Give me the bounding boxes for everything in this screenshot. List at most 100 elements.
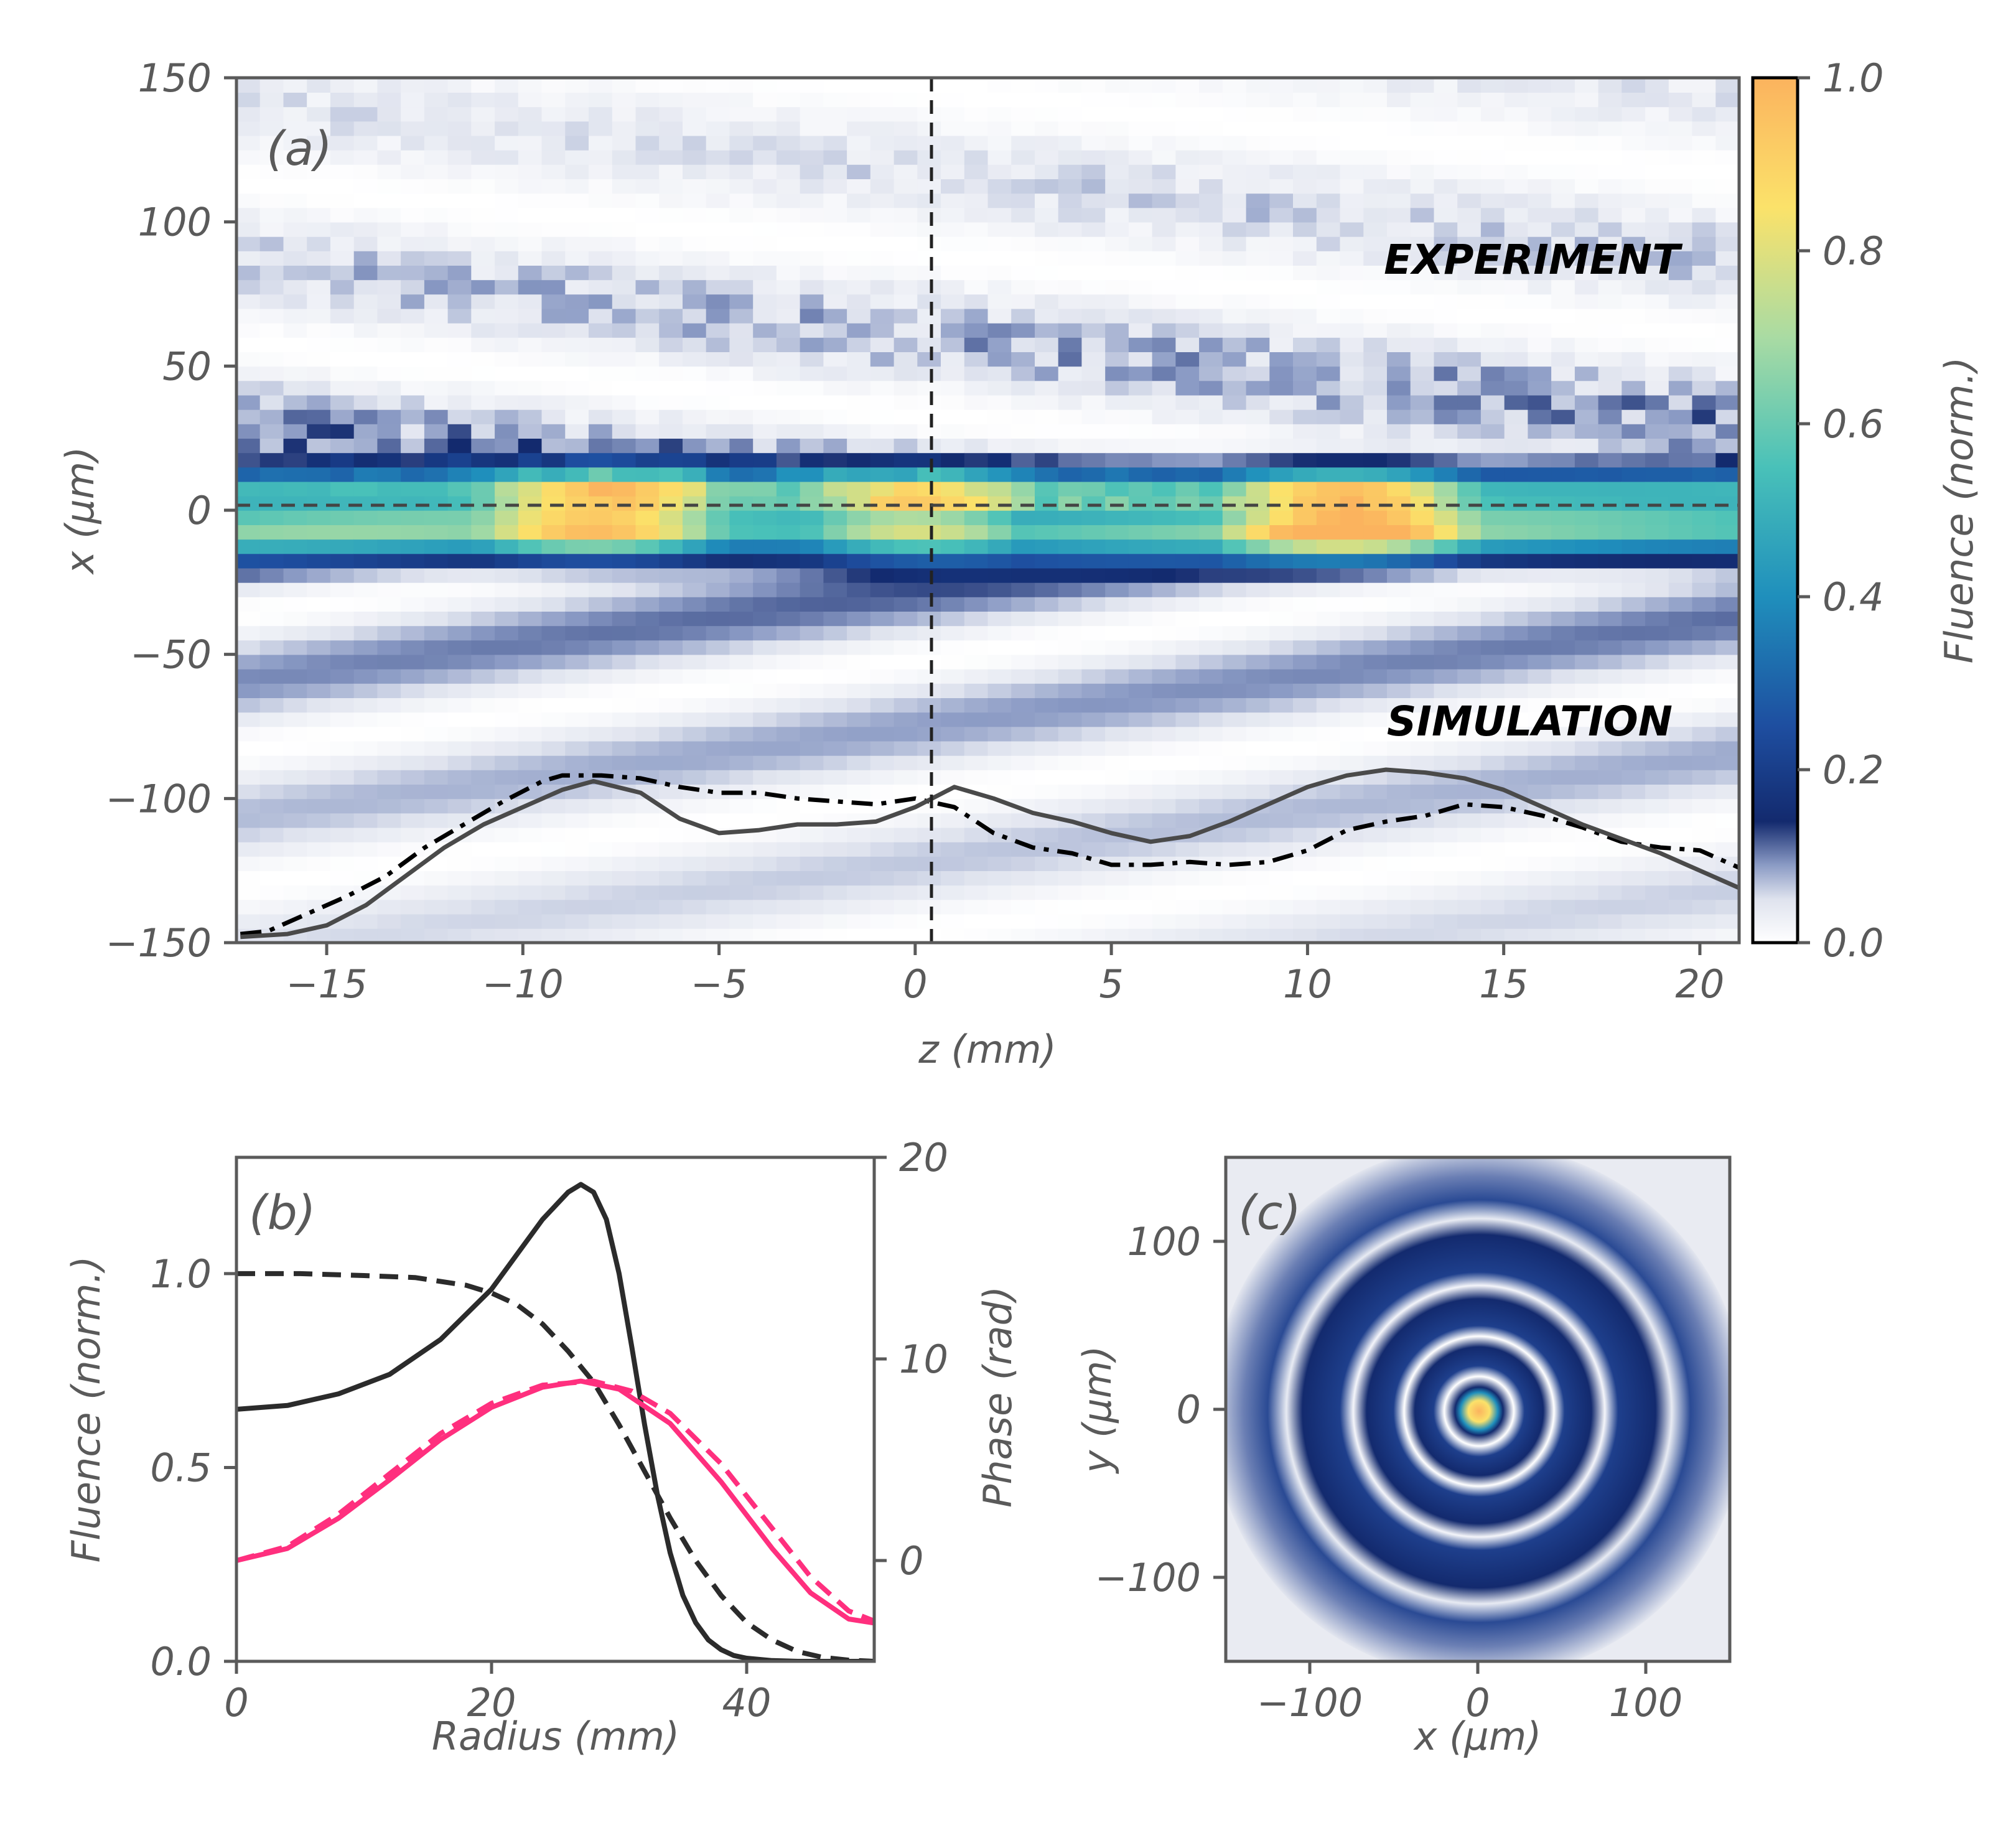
heatmap-cell bbox=[1058, 78, 1083, 93]
heatmap-cell bbox=[1293, 294, 1317, 309]
heatmap-cell bbox=[1105, 452, 1129, 468]
heatmap-cell bbox=[1035, 668, 1059, 684]
heatmap-cell bbox=[236, 856, 261, 871]
heatmap-cell bbox=[847, 553, 871, 569]
heatmap-cell bbox=[1715, 841, 1739, 857]
heatmap-cell bbox=[1246, 352, 1271, 367]
heatmap-cell bbox=[776, 279, 801, 295]
heatmap-cell bbox=[471, 582, 495, 597]
heatmap-cell bbox=[1480, 322, 1505, 338]
heatmap-cell bbox=[987, 251, 1012, 266]
heatmap-cell bbox=[565, 135, 589, 151]
heatmap-cell bbox=[1387, 856, 1411, 871]
heatmap-cell bbox=[236, 352, 261, 367]
heatmap-cell bbox=[401, 265, 425, 281]
heatmap-cell bbox=[1246, 525, 1271, 540]
heatmap-cell bbox=[283, 668, 307, 684]
heatmap-cell bbox=[1551, 106, 1575, 122]
heatmap-cell bbox=[823, 625, 847, 641]
heatmap-cell bbox=[1528, 222, 1552, 237]
heatmap-cell bbox=[894, 207, 918, 223]
heatmap-cell bbox=[823, 265, 847, 281]
heatmap-cell bbox=[1480, 495, 1505, 511]
heatmap-cell bbox=[1269, 683, 1294, 698]
heatmap-cell bbox=[565, 740, 589, 756]
heatmap-cell bbox=[1246, 92, 1271, 108]
heatmap-cell bbox=[683, 870, 707, 886]
heatmap-cell bbox=[1175, 409, 1200, 424]
heatmap-cell bbox=[1269, 668, 1294, 684]
heatmap-cell bbox=[987, 813, 1012, 828]
heatmap-cell bbox=[870, 164, 895, 179]
heatmap-cell bbox=[1340, 740, 1364, 756]
heatmap-cell bbox=[447, 784, 472, 800]
heatmap-cell bbox=[941, 380, 965, 396]
heatmap-cell bbox=[964, 683, 989, 698]
heatmap-cell bbox=[1340, 164, 1364, 179]
heatmap-cell bbox=[1340, 712, 1364, 727]
heatmap-cell bbox=[683, 308, 707, 324]
heatmap-cell bbox=[401, 539, 425, 554]
heatmap-cell bbox=[1222, 928, 1247, 943]
heatmap-cell bbox=[683, 467, 707, 482]
heatmap-cell bbox=[1622, 582, 1646, 597]
heatmap-cell bbox=[1081, 885, 1106, 900]
heatmap-cell bbox=[1598, 841, 1623, 857]
heatmap-cell bbox=[776, 654, 801, 670]
heatmap-cell bbox=[424, 611, 449, 627]
heatmap-cell bbox=[259, 366, 284, 381]
heatmap-cell bbox=[683, 322, 707, 338]
heatmap-cell bbox=[1246, 179, 1271, 194]
heatmap-cell bbox=[635, 438, 660, 454]
heatmap-cell bbox=[471, 366, 495, 381]
heatmap-cell bbox=[1622, 870, 1646, 886]
heatmap-cell bbox=[1293, 251, 1317, 266]
heatmap-cell bbox=[800, 712, 824, 727]
heatmap-cell bbox=[471, 207, 495, 223]
heatmap-cell bbox=[353, 193, 378, 208]
heatmap-cell bbox=[1551, 322, 1575, 338]
heatmap-cell bbox=[917, 640, 941, 655]
heatmap-cell bbox=[1363, 740, 1388, 756]
heatmap-cell bbox=[1316, 438, 1341, 454]
heatmap-cell bbox=[1199, 409, 1223, 424]
heatmap-cell bbox=[1434, 481, 1458, 497]
heatmap-cell bbox=[518, 265, 543, 281]
heatmap-cell bbox=[353, 337, 378, 352]
heatmap-cell bbox=[307, 251, 331, 266]
heatmap-cell bbox=[1574, 640, 1599, 655]
heatmap-cell bbox=[870, 121, 895, 136]
heatmap-cell bbox=[401, 78, 425, 93]
heatmap-cell bbox=[1081, 698, 1106, 713]
heatmap-cell bbox=[330, 870, 355, 886]
heatmap-cell bbox=[917, 582, 941, 597]
heatmap-cell bbox=[800, 265, 824, 281]
heatmap-cell bbox=[259, 668, 284, 684]
heatmap-cell bbox=[800, 582, 824, 597]
heatmap-cell bbox=[447, 654, 472, 670]
heatmap-cell bbox=[1222, 222, 1247, 237]
heatmap-cell bbox=[1081, 251, 1106, 266]
heatmap-cell bbox=[259, 78, 284, 93]
heatmap-cell bbox=[259, 654, 284, 670]
heatmap-cell bbox=[987, 164, 1012, 179]
heatmap-cell bbox=[1293, 337, 1317, 352]
heatmap-cell bbox=[1175, 798, 1200, 814]
heatmap-cell bbox=[706, 424, 730, 439]
heatmap-cell bbox=[447, 121, 472, 136]
heatmap-cell bbox=[870, 424, 895, 439]
heatmap-cell bbox=[307, 712, 331, 727]
heatmap-cell bbox=[1715, 322, 1739, 338]
heatmap-cell bbox=[1387, 193, 1411, 208]
heatmap-cell bbox=[1152, 495, 1177, 511]
heatmap-cell bbox=[259, 222, 284, 237]
heatmap-cell bbox=[823, 92, 847, 108]
heatmap-cell bbox=[1152, 409, 1177, 424]
heatmap-cell bbox=[1035, 352, 1059, 367]
heatmap-cell bbox=[236, 366, 261, 381]
heatmap-cell bbox=[1528, 726, 1552, 742]
heatmap-cell bbox=[1316, 668, 1341, 684]
heatmap-cell bbox=[987, 149, 1012, 165]
heatmap-cell bbox=[541, 683, 566, 698]
heatmap-cell bbox=[847, 899, 871, 915]
